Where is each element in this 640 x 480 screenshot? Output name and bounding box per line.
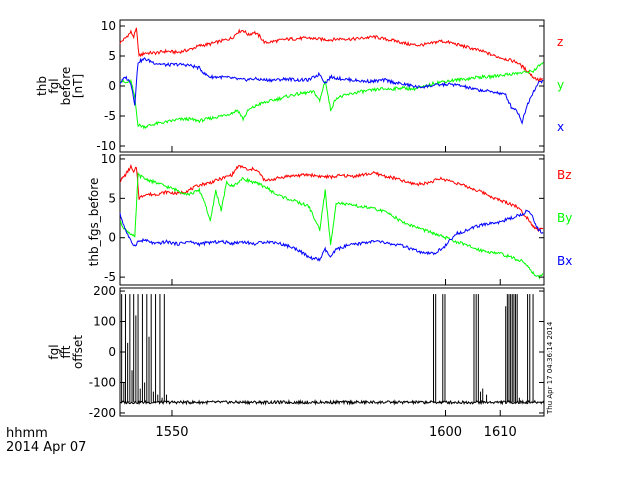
- panel1-series-y: [119, 61, 544, 130]
- panel3-ytick-label: -100: [89, 375, 116, 389]
- panel2-ytick-label: 10: [101, 152, 116, 166]
- legend-bz: Bz: [557, 168, 572, 182]
- legend-bx: Bx: [557, 254, 572, 268]
- panel-thb-fgl-before: 10 5 0 -5 -10 thb fgl before [nT] z y x: [35, 19, 564, 153]
- legend-z: z: [557, 35, 563, 49]
- panel1-frame: [119, 19, 545, 153]
- xtick-label: 1610: [484, 425, 517, 440]
- xtick-label: 1550: [155, 425, 188, 440]
- legend-by: By: [557, 211, 572, 225]
- panel1-ytick-label: -5: [104, 109, 116, 123]
- panel3-offset-baseline: [119, 399, 545, 406]
- panel1-series-x: [119, 57, 544, 125]
- timestamp-vertical: Thu Apr 17 04:36:14 2014: [546, 321, 554, 415]
- panel1-ylabel-line1: thb: [35, 76, 49, 96]
- legend-y: y: [557, 78, 564, 92]
- panel2-series-by: [119, 171, 544, 280]
- footer-date: 2014 Apr 07: [6, 440, 86, 455]
- panel-thb-fgs-before: 10 5 0 -5 thb_fgs_before Bz By Bx: [87, 152, 572, 286]
- panel3-ytick-label: -200: [89, 406, 116, 420]
- panel1-ylabel-line3: before: [59, 67, 73, 106]
- panel1-ylabel-line2: fgl: [47, 78, 61, 93]
- panel3-ytick-label: 200: [93, 284, 116, 298]
- footer-time-unit: hhmm: [6, 426, 48, 441]
- panel3-ylabel-line1: fgl: [47, 344, 61, 359]
- panel1-ytick-label: -10: [96, 139, 116, 153]
- panel3-ylabel-line2: fft: [59, 345, 73, 358]
- panel3-ytick-label: 100: [93, 315, 116, 329]
- panel2-series-bx: [119, 209, 544, 262]
- panel1-ytick-label: 10: [101, 19, 116, 33]
- panel2-ytick-label: -5: [104, 270, 116, 284]
- panel1-ytick-label: 5: [108, 49, 116, 63]
- panel2-series-bz: [119, 163, 544, 233]
- panel3-ylabel-line3: offset: [71, 335, 85, 369]
- xtick-label: 1600: [429, 425, 462, 440]
- panel2-frame: [119, 154, 545, 286]
- panel3-ytick-label: 0: [108, 345, 116, 359]
- panel1-series-z: [119, 27, 544, 82]
- panel2-ylabel: thb_fgs_before: [87, 178, 101, 267]
- panel1-ytick-label: 0: [108, 79, 116, 93]
- legend-x: x: [557, 120, 564, 134]
- panel2-ytick-label: 5: [108, 191, 116, 205]
- panel1-ylabel-line4: [nT]: [71, 74, 85, 98]
- panel2-ytick-label: 0: [108, 231, 116, 245]
